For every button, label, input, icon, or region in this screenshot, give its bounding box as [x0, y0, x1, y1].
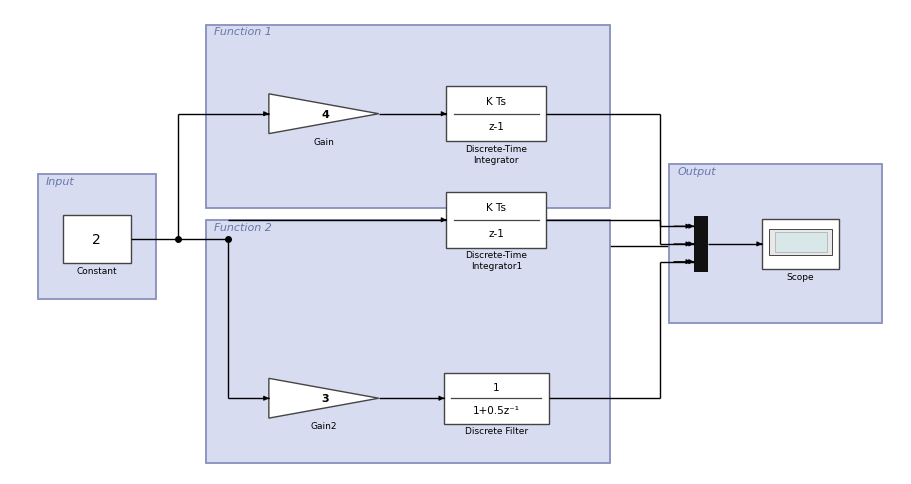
- Text: Discrete-Time
Integrator1: Discrete-Time Integrator1: [466, 251, 527, 270]
- Text: z-1: z-1: [488, 122, 505, 132]
- Text: Constant: Constant: [77, 267, 118, 275]
- Text: 3: 3: [322, 393, 330, 403]
- FancyBboxPatch shape: [669, 165, 883, 324]
- FancyBboxPatch shape: [446, 193, 547, 248]
- FancyBboxPatch shape: [206, 220, 609, 463]
- Text: Discrete Filter: Discrete Filter: [465, 426, 528, 436]
- Text: K Ts: K Ts: [486, 97, 507, 107]
- Polygon shape: [269, 95, 379, 135]
- Text: Gain2: Gain2: [311, 422, 337, 431]
- Text: Discrete-Time
Integrator: Discrete-Time Integrator: [466, 145, 527, 165]
- FancyBboxPatch shape: [694, 217, 708, 272]
- Text: Output: Output: [677, 167, 716, 177]
- Text: Function 1: Function 1: [214, 28, 271, 37]
- Text: Scope: Scope: [787, 272, 814, 282]
- Text: 2: 2: [92, 233, 101, 246]
- FancyBboxPatch shape: [445, 373, 548, 424]
- Text: 1: 1: [493, 382, 499, 392]
- FancyBboxPatch shape: [774, 232, 826, 253]
- Polygon shape: [269, 378, 379, 418]
- FancyBboxPatch shape: [446, 87, 547, 142]
- FancyBboxPatch shape: [769, 229, 832, 256]
- Text: K Ts: K Ts: [486, 203, 507, 212]
- Text: z-1: z-1: [488, 228, 505, 238]
- Text: Function 2: Function 2: [214, 222, 271, 232]
- FancyBboxPatch shape: [206, 26, 609, 208]
- Text: 1+0.5z⁻¹: 1+0.5z⁻¹: [473, 405, 520, 415]
- FancyBboxPatch shape: [762, 219, 839, 270]
- Text: Input: Input: [46, 177, 75, 186]
- FancyBboxPatch shape: [63, 215, 131, 264]
- Text: 4: 4: [322, 109, 330, 120]
- Text: Gain: Gain: [313, 137, 334, 147]
- FancyBboxPatch shape: [37, 175, 156, 300]
